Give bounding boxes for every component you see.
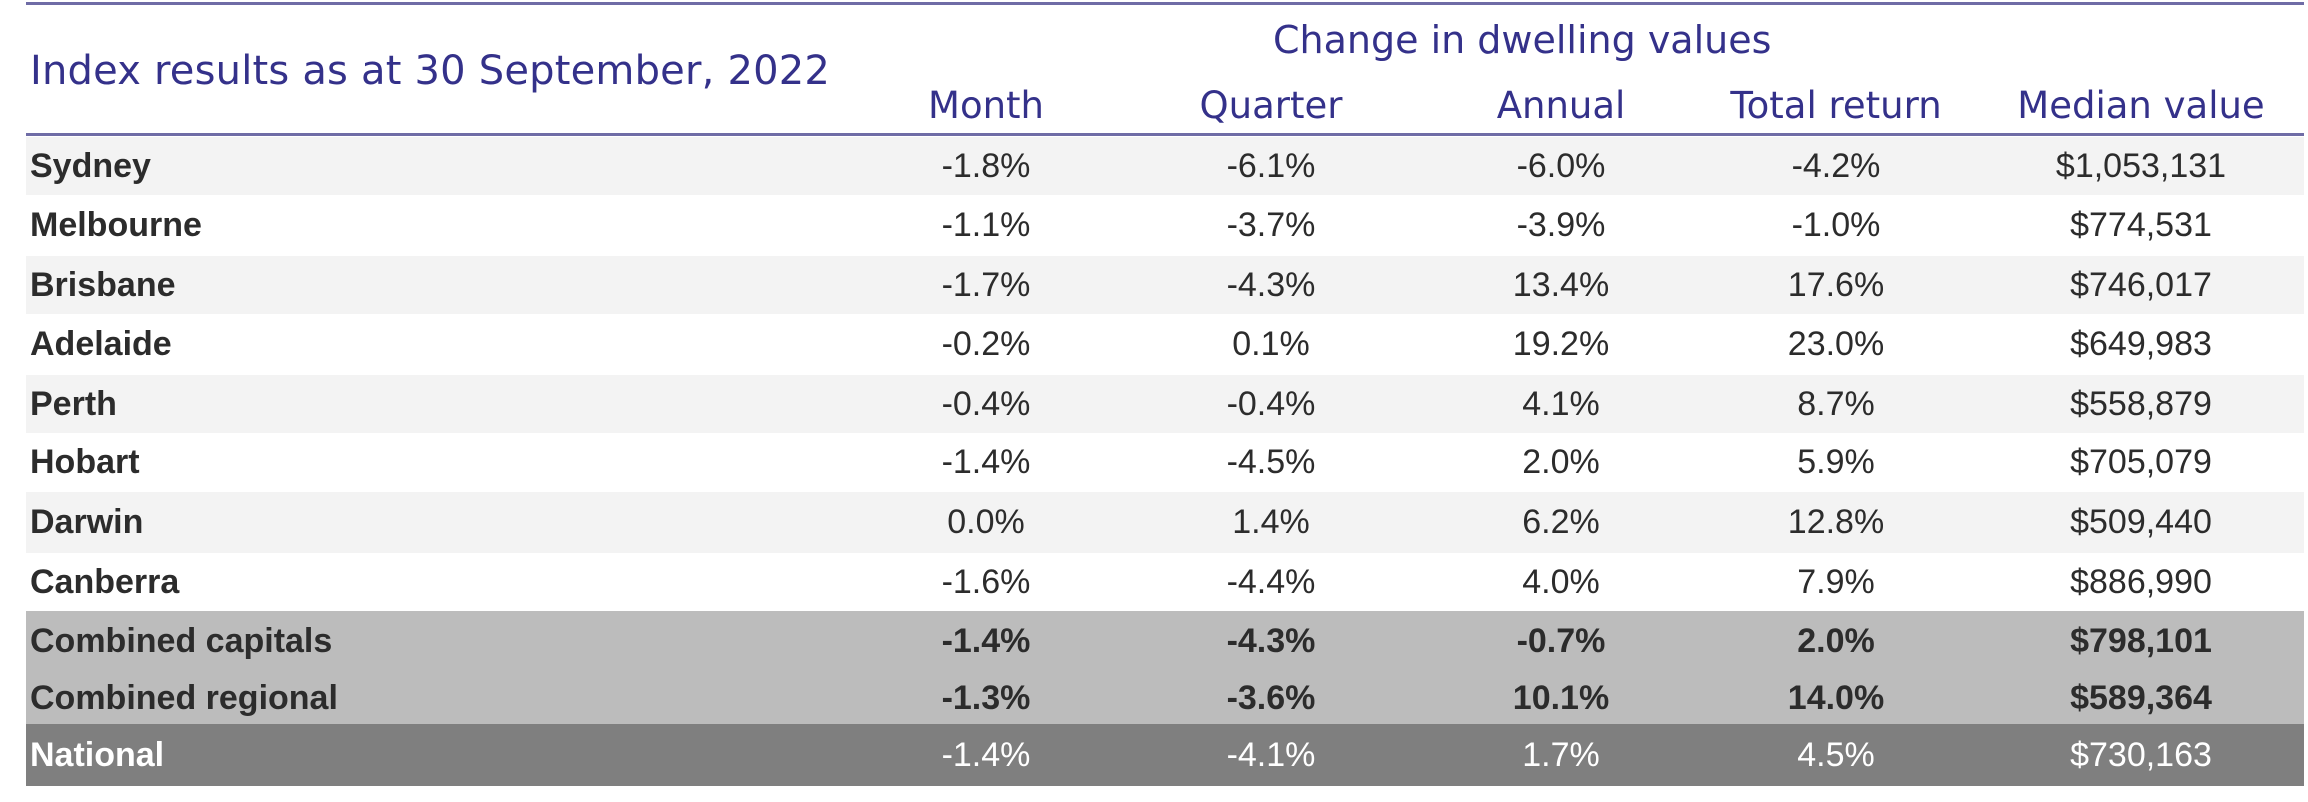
row-label: Adelaide [30, 325, 172, 363]
cell-quarter: -4.1% [1226, 735, 1316, 774]
cell-median-value: $746,017 [2070, 265, 2212, 304]
row-label: Hobart [30, 443, 140, 481]
cell-median-value: $774,531 [2070, 206, 2212, 244]
cell-median-value: $1,053,131 [2055, 146, 2227, 185]
group-header: Change in dwelling values [1273, 18, 1772, 62]
cell-annual: 13.4% [1512, 265, 1610, 304]
cell-annual: -6.0% [1516, 146, 1606, 185]
cell-month: -1.7% [941, 265, 1031, 304]
cell-median-value: $589,364 [2070, 678, 2212, 717]
column-header-total-return: Total return [1730, 84, 1942, 127]
cell-total-return: 23.0% [1787, 325, 1885, 363]
cell-total-return: 4.5% [1797, 735, 1875, 774]
top-rule [26, 2, 2304, 5]
table-row: Combined capitals -1.4% -4.3% -0.7% 2.0% $798… [26, 611, 2304, 672]
table-row: Brisbane -1.7% -4.3% 13.4% 17.6% $746,017 [26, 256, 2304, 314]
row-label: Melbourne [30, 206, 202, 244]
table-row: Sydney -1.8% -6.1% -6.0% -4.2% $1,053,131 [26, 137, 2304, 195]
cell-total-return: -1.0% [1791, 206, 1881, 244]
cell-annual: 4.0% [1522, 562, 1600, 601]
header-rule [26, 133, 2304, 136]
row-label: Combined capitals [30, 622, 333, 660]
cell-total-return: 5.9% [1797, 443, 1875, 481]
cell-month: -1.6% [941, 562, 1031, 601]
column-header-median-value: Median value [2017, 84, 2265, 127]
row-label: Canberra [30, 562, 180, 601]
cell-median-value: $705,079 [2070, 443, 2212, 481]
table-row: Combined regional -1.3% -3.6% 10.1% 14.0% $58… [26, 672, 2304, 724]
cell-quarter: -4.3% [1226, 265, 1316, 304]
cell-month: -1.4% [941, 735, 1031, 774]
index-results-table: Index results as at 30 September, 2022 C… [26, 0, 2304, 790]
cell-quarter: -4.4% [1226, 562, 1316, 601]
table-row: Darwin 0.0% 1.4% 6.2% 12.8% $509,440 [26, 492, 2304, 553]
cell-month: -1.1% [941, 206, 1031, 244]
table-row: Perth -0.4% -0.4% 4.1% 8.7% $558,879 [26, 375, 2304, 433]
row-label: Perth [30, 384, 117, 423]
column-header-quarter: Quarter [1199, 84, 1343, 127]
cell-month: -1.4% [941, 443, 1031, 481]
cell-month: -1.3% [941, 678, 1031, 717]
cell-total-return: 12.8% [1787, 503, 1885, 541]
cell-total-return: -4.2% [1791, 146, 1881, 185]
cell-median-value: $886,990 [2070, 562, 2212, 601]
cell-quarter: -4.5% [1226, 443, 1316, 481]
table-row: Canberra -1.6% -4.4% 4.0% 7.9% $886,990 [26, 553, 2304, 611]
cell-quarter: -3.6% [1226, 678, 1316, 717]
cell-annual: 6.2% [1522, 503, 1600, 541]
column-header-annual: Annual [1496, 84, 1626, 127]
cell-median-value: $649,983 [2070, 325, 2212, 363]
cell-quarter: -0.4% [1226, 384, 1316, 423]
column-header-month: Month [928, 84, 1044, 127]
cell-month: -0.4% [941, 384, 1031, 423]
table-row: Adelaide -0.2% 0.1% 19.2% 23.0% $649,983 [26, 314, 2304, 375]
cell-quarter: 0.1% [1232, 325, 1310, 363]
cell-annual: 10.1% [1512, 678, 1610, 717]
cell-quarter: -3.7% [1226, 206, 1316, 244]
cell-annual: 1.7% [1522, 735, 1600, 774]
cell-median-value: $798,101 [2070, 622, 2212, 660]
cell-total-return: 8.7% [1797, 384, 1875, 423]
cell-annual: 2.0% [1522, 443, 1600, 481]
table-body: Sydney -1.8% -6.1% -6.0% -4.2% $1,053,131 Melb… [26, 137, 2304, 786]
cell-quarter: -4.3% [1226, 622, 1316, 660]
cell-annual: -3.9% [1516, 206, 1606, 244]
cell-total-return: 7.9% [1797, 562, 1875, 601]
cell-quarter: -6.1% [1226, 146, 1316, 185]
table-title: Index results as at 30 September, 2022 [30, 48, 831, 94]
cell-annual: -0.7% [1516, 622, 1606, 660]
cell-total-return: 14.0% [1787, 678, 1885, 717]
cell-median-value: $730,163 [2070, 735, 2212, 774]
cell-month: -0.2% [941, 325, 1031, 363]
cell-month: -1.4% [941, 622, 1031, 660]
cell-total-return: 17.6% [1787, 265, 1885, 304]
cell-total-return: 2.0% [1797, 622, 1875, 660]
table-row: National -1.4% -4.1% 1.7% 4.5% $730,163 [26, 724, 2304, 786]
cell-quarter: 1.4% [1232, 503, 1310, 541]
cell-annual: 4.1% [1522, 384, 1600, 423]
cell-annual: 19.2% [1512, 325, 1610, 363]
row-label: National [30, 735, 165, 774]
row-label: Sydney [30, 146, 151, 185]
cell-month: -1.8% [941, 146, 1031, 185]
cell-median-value: $558,879 [2070, 384, 2212, 423]
table-row: Hobart -1.4% -4.5% 2.0% 5.9% $705,079 [26, 433, 2304, 492]
row-label: Darwin [30, 503, 144, 541]
cell-median-value: $509,440 [2070, 503, 2212, 541]
row-label: Brisbane [30, 265, 176, 304]
row-label: Combined regional [30, 678, 338, 717]
cell-month: 0.0% [947, 503, 1025, 541]
table-row: Melbourne -1.1% -3.7% -3.9% -1.0% $774,531 [26, 195, 2304, 256]
